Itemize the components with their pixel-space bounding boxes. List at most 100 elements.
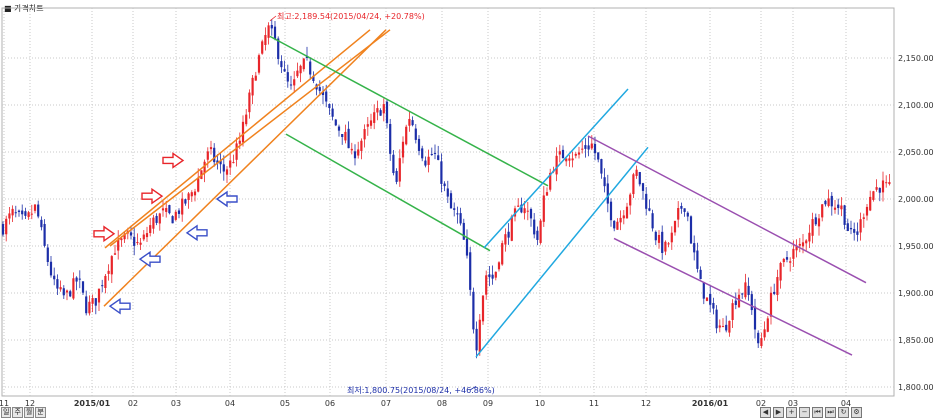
last-icon[interactable]: ⏭: [825, 407, 836, 418]
scroll-right-icon[interactable]: ▶: [773, 407, 784, 418]
candle-body: [840, 205, 843, 210]
zoom-in-icon[interactable]: +: [786, 407, 797, 418]
candle-body: [878, 187, 881, 193]
candle-body: [376, 108, 379, 113]
candle-body: [565, 158, 568, 162]
candle-body: [65, 290, 69, 293]
sell-arrow: [138, 250, 161, 268]
candle-body: [107, 270, 110, 274]
candle-body: [334, 119, 337, 126]
x-tick-label: 05: [280, 399, 290, 408]
candle-body: [689, 216, 693, 244]
candle-body: [507, 231, 510, 238]
candle-body: [350, 148, 353, 151]
candle-body: [8, 213, 11, 219]
tab-month[interactable]: 월: [23, 407, 35, 418]
candle-body: [597, 152, 600, 160]
tab-minute[interactable]: 분: [35, 407, 46, 418]
candle-body: [24, 211, 27, 216]
candle-body: [465, 238, 469, 256]
candle-body: [789, 261, 792, 263]
candle-body: [561, 149, 565, 159]
candle-body: [801, 242, 805, 247]
candle-body: [405, 126, 408, 145]
candle-body: [520, 204, 523, 213]
candle-body: [101, 285, 104, 287]
candle-body: [53, 275, 56, 280]
candle-body: [571, 158, 574, 161]
candle-body: [273, 26, 277, 40]
candle-body: [776, 277, 779, 295]
candle-body: [632, 174, 635, 195]
low-marker-line: [469, 385, 477, 391]
candle-body: [318, 87, 321, 91]
candle-body: [1, 224, 5, 235]
candle-body: [629, 194, 632, 206]
candle-body: [603, 177, 606, 187]
candle-body: [277, 38, 280, 60]
candle-body: [760, 338, 763, 347]
candle-body: [673, 220, 677, 233]
candle-body: [837, 204, 840, 209]
buy-arrow: [162, 152, 185, 169]
settings-icon[interactable]: ⚙: [851, 407, 862, 418]
candle-body: [395, 171, 398, 182]
period-tabs: 일 주 월 분: [1, 407, 46, 418]
candle-body: [248, 92, 251, 113]
candle-body: [536, 230, 539, 240]
candle-body: [539, 220, 542, 243]
candle-body: [510, 216, 513, 241]
candle-body: [709, 293, 712, 305]
tab-day[interactable]: 일: [1, 407, 12, 418]
candle-body: [33, 204, 37, 211]
candle-body: [568, 158, 571, 161]
first-icon[interactable]: ⏮: [812, 407, 823, 418]
candle-body: [625, 206, 629, 219]
candle-body: [821, 204, 824, 218]
candle-body: [392, 154, 395, 174]
candle-body: [856, 231, 859, 235]
candle-body: [712, 302, 715, 309]
candle-body: [798, 243, 801, 246]
candle-body: [427, 156, 430, 165]
candle-body: [574, 153, 577, 156]
candle-body: [75, 277, 78, 282]
candle-body: [216, 160, 219, 164]
candle-body: [113, 253, 117, 255]
candle-body: [654, 231, 657, 241]
x-tick-label: 02: [128, 399, 138, 408]
candle-body: [385, 101, 389, 124]
candle-body: [782, 258, 785, 263]
candle-body: [795, 245, 798, 251]
scroll-left-icon[interactable]: ◀: [760, 407, 771, 418]
candle-body: [5, 218, 8, 235]
candle-body: [398, 158, 401, 182]
candle-body: [158, 213, 161, 224]
candle-body: [206, 151, 209, 160]
candle-body: [283, 69, 286, 72]
candle-body: [219, 160, 222, 165]
candle-body: [14, 212, 17, 214]
buy-arrow: [141, 187, 164, 205]
candle-body: [37, 204, 40, 217]
candle-body: [133, 236, 136, 246]
candle-body: [433, 152, 437, 154]
tab-week[interactable]: 주: [12, 407, 23, 418]
candle-body: [181, 198, 184, 215]
candle-body: [638, 172, 641, 185]
candle-body: [414, 128, 417, 140]
candle-body: [619, 217, 622, 223]
candle-body: [488, 274, 491, 278]
candle-body: [110, 256, 113, 275]
zoom-out-icon[interactable]: −: [799, 407, 810, 418]
candle-body: [641, 183, 645, 191]
candle-body: [440, 161, 443, 184]
buy-arrow: [93, 225, 116, 243]
candle-body: [139, 242, 142, 245]
refresh-icon[interactable]: ↻: [838, 407, 849, 418]
candle-body: [526, 210, 529, 212]
candle-body: [232, 162, 235, 164]
candle-body: [408, 118, 411, 126]
candle-body: [609, 201, 613, 221]
